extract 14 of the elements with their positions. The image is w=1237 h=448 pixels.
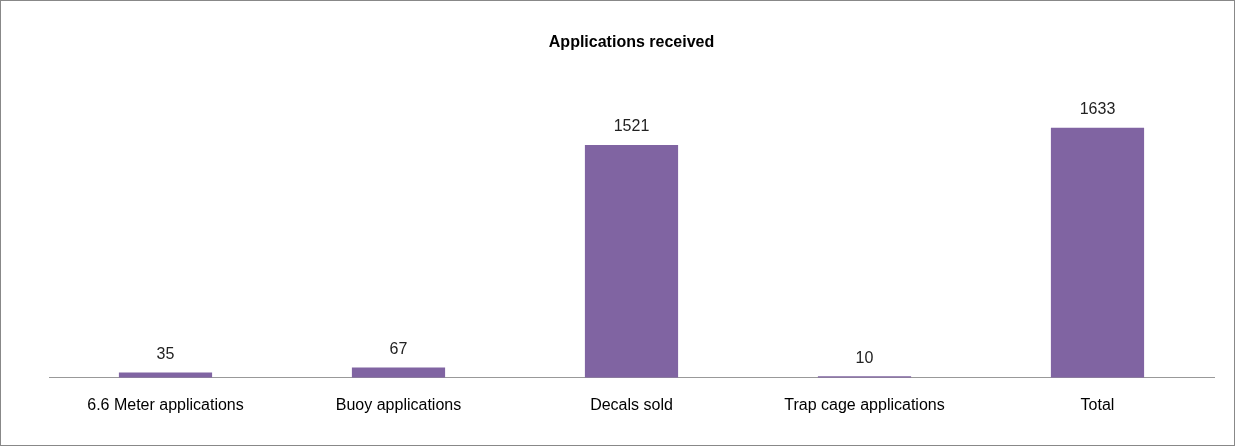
bar (584, 144, 679, 378)
x-tick-label: Total (1080, 395, 1115, 413)
x-tick-label: Trap cage applications (784, 395, 945, 413)
bar (118, 372, 213, 378)
chart-title: Applications received (548, 33, 715, 51)
data-label: 1521 (613, 117, 650, 135)
data-label: 1633 (1079, 100, 1116, 118)
data-label: 10 (855, 348, 874, 366)
data-label: 67 (389, 339, 408, 357)
data-label: 35 (156, 344, 175, 362)
x-tick-label: 6.6 Meter applications (87, 395, 244, 413)
x-tick-label: Buoy applications (335, 395, 462, 413)
x-tick-label: Decals sold (590, 395, 673, 413)
bar (1050, 127, 1145, 378)
